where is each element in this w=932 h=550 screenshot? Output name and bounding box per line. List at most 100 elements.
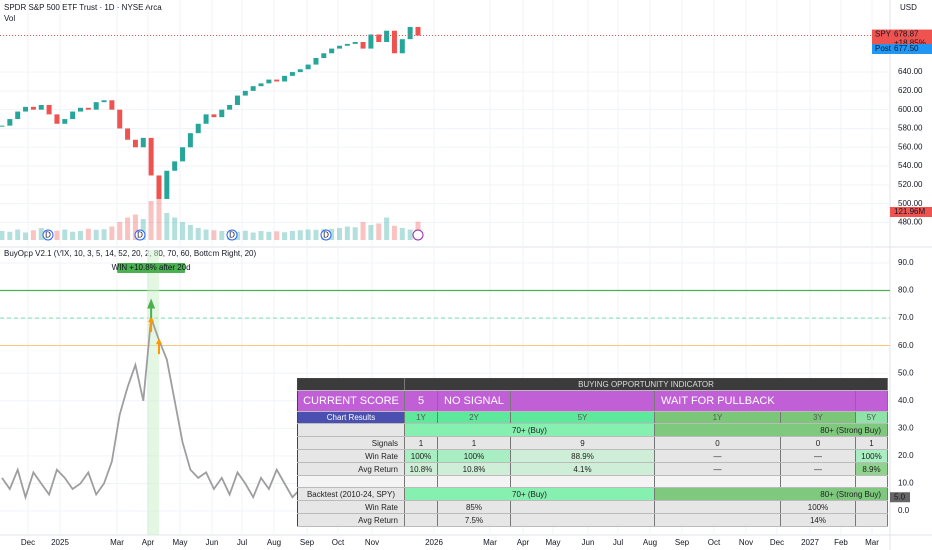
cell: NO SIGNAL: [437, 390, 511, 412]
avg-return-row: Avg Return 10.8% 10.8% 4.1% — —8.9%: [297, 462, 888, 476]
candle: [227, 104, 233, 110]
cell: 70+ (Buy): [404, 423, 655, 437]
x-tick-label: Jul: [613, 538, 623, 547]
volume-bar: [282, 232, 288, 240]
volume-bar: [101, 229, 107, 240]
y-tick-label: 620.00: [898, 86, 923, 95]
cell: 85%: [437, 500, 511, 514]
cell: 80+ (Strong Buy): [654, 423, 888, 437]
volume-bar: [384, 217, 390, 240]
candle: [352, 42, 358, 44]
candle: [38, 104, 44, 110]
strong-signal: [147, 298, 156, 309]
volume-bar: [187, 225, 193, 240]
volume-bar: [117, 222, 123, 240]
cell: —: [780, 462, 856, 476]
y-tick-label: 560.00: [898, 142, 923, 151]
x-tick-label: Dec: [770, 538, 784, 547]
y-tick-label: 80.0: [898, 286, 914, 295]
candle: [54, 114, 60, 124]
post-tag: [872, 44, 932, 54]
candle: [250, 86, 256, 91]
y-tick-label: 20.0: [898, 451, 914, 460]
candle: [337, 45, 343, 49]
cell: WAIT FOR PULLBACK: [654, 390, 856, 412]
x-tick-label: 2026: [425, 538, 443, 547]
volume-bar: [30, 230, 36, 240]
candle: [148, 137, 154, 176]
volume-bar: [368, 225, 374, 240]
volume-bar: [109, 226, 115, 240]
volume-bar: [391, 225, 397, 240]
cell: 1Y: [404, 411, 438, 424]
event-label: D: [45, 231, 51, 240]
y-tick-label: 90.0: [898, 258, 914, 267]
cell: 1: [437, 436, 511, 450]
candle: [132, 139, 138, 148]
cell: —: [780, 449, 856, 463]
cell: 1: [855, 436, 888, 450]
volume-bar: [38, 228, 44, 240]
x-tick-label: Mar: [483, 538, 497, 547]
x-tick-label: Sep: [300, 538, 315, 547]
candle: [360, 42, 366, 49]
volume-bar: [399, 228, 405, 240]
candle: [62, 119, 68, 124]
candle: [266, 79, 272, 84]
cell: 1: [404, 436, 438, 450]
candle: [70, 111, 76, 120]
last-value-tag: [890, 492, 910, 503]
x-tick-label: Dec: [21, 538, 35, 547]
cell: CURRENT SCORE: [297, 390, 405, 412]
price-label: 678.87: [894, 30, 919, 39]
cell: 0: [780, 436, 856, 450]
x-tick-label: Feb: [834, 538, 848, 547]
candle: [242, 90, 248, 96]
cell: 5: [404, 390, 438, 412]
post-price: 677.50: [894, 44, 919, 53]
indicator-title: BuyOpp V2.1 (VIX, 10, 3, 5, 14, 52, 20, …: [4, 249, 256, 258]
cell: —: [654, 462, 781, 476]
x-tick-label: Apr: [517, 538, 530, 547]
y-tick-label: 600.00: [898, 105, 923, 114]
cell: 10.8%: [404, 462, 438, 476]
x-tick-label: Apr: [142, 538, 155, 547]
annotation: WIN +10.8% after 20d: [112, 263, 191, 272]
candle: [376, 34, 382, 43]
cell: 14%: [780, 513, 856, 527]
x-tick-label: Jul: [237, 538, 247, 547]
candle: [109, 100, 115, 110]
candle: [77, 107, 83, 112]
candle: [7, 119, 13, 126]
volume-bar: [305, 229, 311, 240]
volume-bar: [77, 231, 83, 240]
candle: [297, 69, 303, 73]
y-tick-label: 640.00: [898, 67, 923, 76]
candle: [344, 43, 350, 46]
y-tick-label: 480.00: [898, 218, 923, 227]
x-tick-label: Nov: [739, 538, 753, 547]
x-tick-label: Sep: [675, 538, 690, 547]
candle: [368, 34, 374, 49]
cell: 100%: [780, 500, 856, 514]
candle: [391, 30, 397, 54]
cell: 88.9%: [510, 449, 655, 463]
volume-bar: [70, 231, 76, 240]
x-tick-label: May: [545, 538, 560, 547]
chart-title: SPDR S&P 500 ETF Trust · 1D · NYSE Arca: [4, 3, 162, 12]
x-tick-label: Jun: [582, 538, 595, 547]
cell: 3Y: [780, 411, 856, 424]
cell: 70+ (Buy): [404, 487, 655, 501]
event-marker: [226, 229, 238, 241]
y-tick-label: 30.0: [898, 423, 914, 432]
x-tick-label: Mar: [865, 538, 879, 547]
volume-bar: [132, 214, 138, 240]
volume-bar: [156, 196, 162, 240]
volume-bar: [234, 231, 240, 240]
cell: 80+ (Strong Buy): [654, 487, 888, 501]
candle: [125, 128, 131, 140]
candle: [187, 133, 193, 148]
volume-bar: [266, 231, 272, 240]
backtest-win-row: Win Rate 85% 100%: [297, 500, 888, 514]
